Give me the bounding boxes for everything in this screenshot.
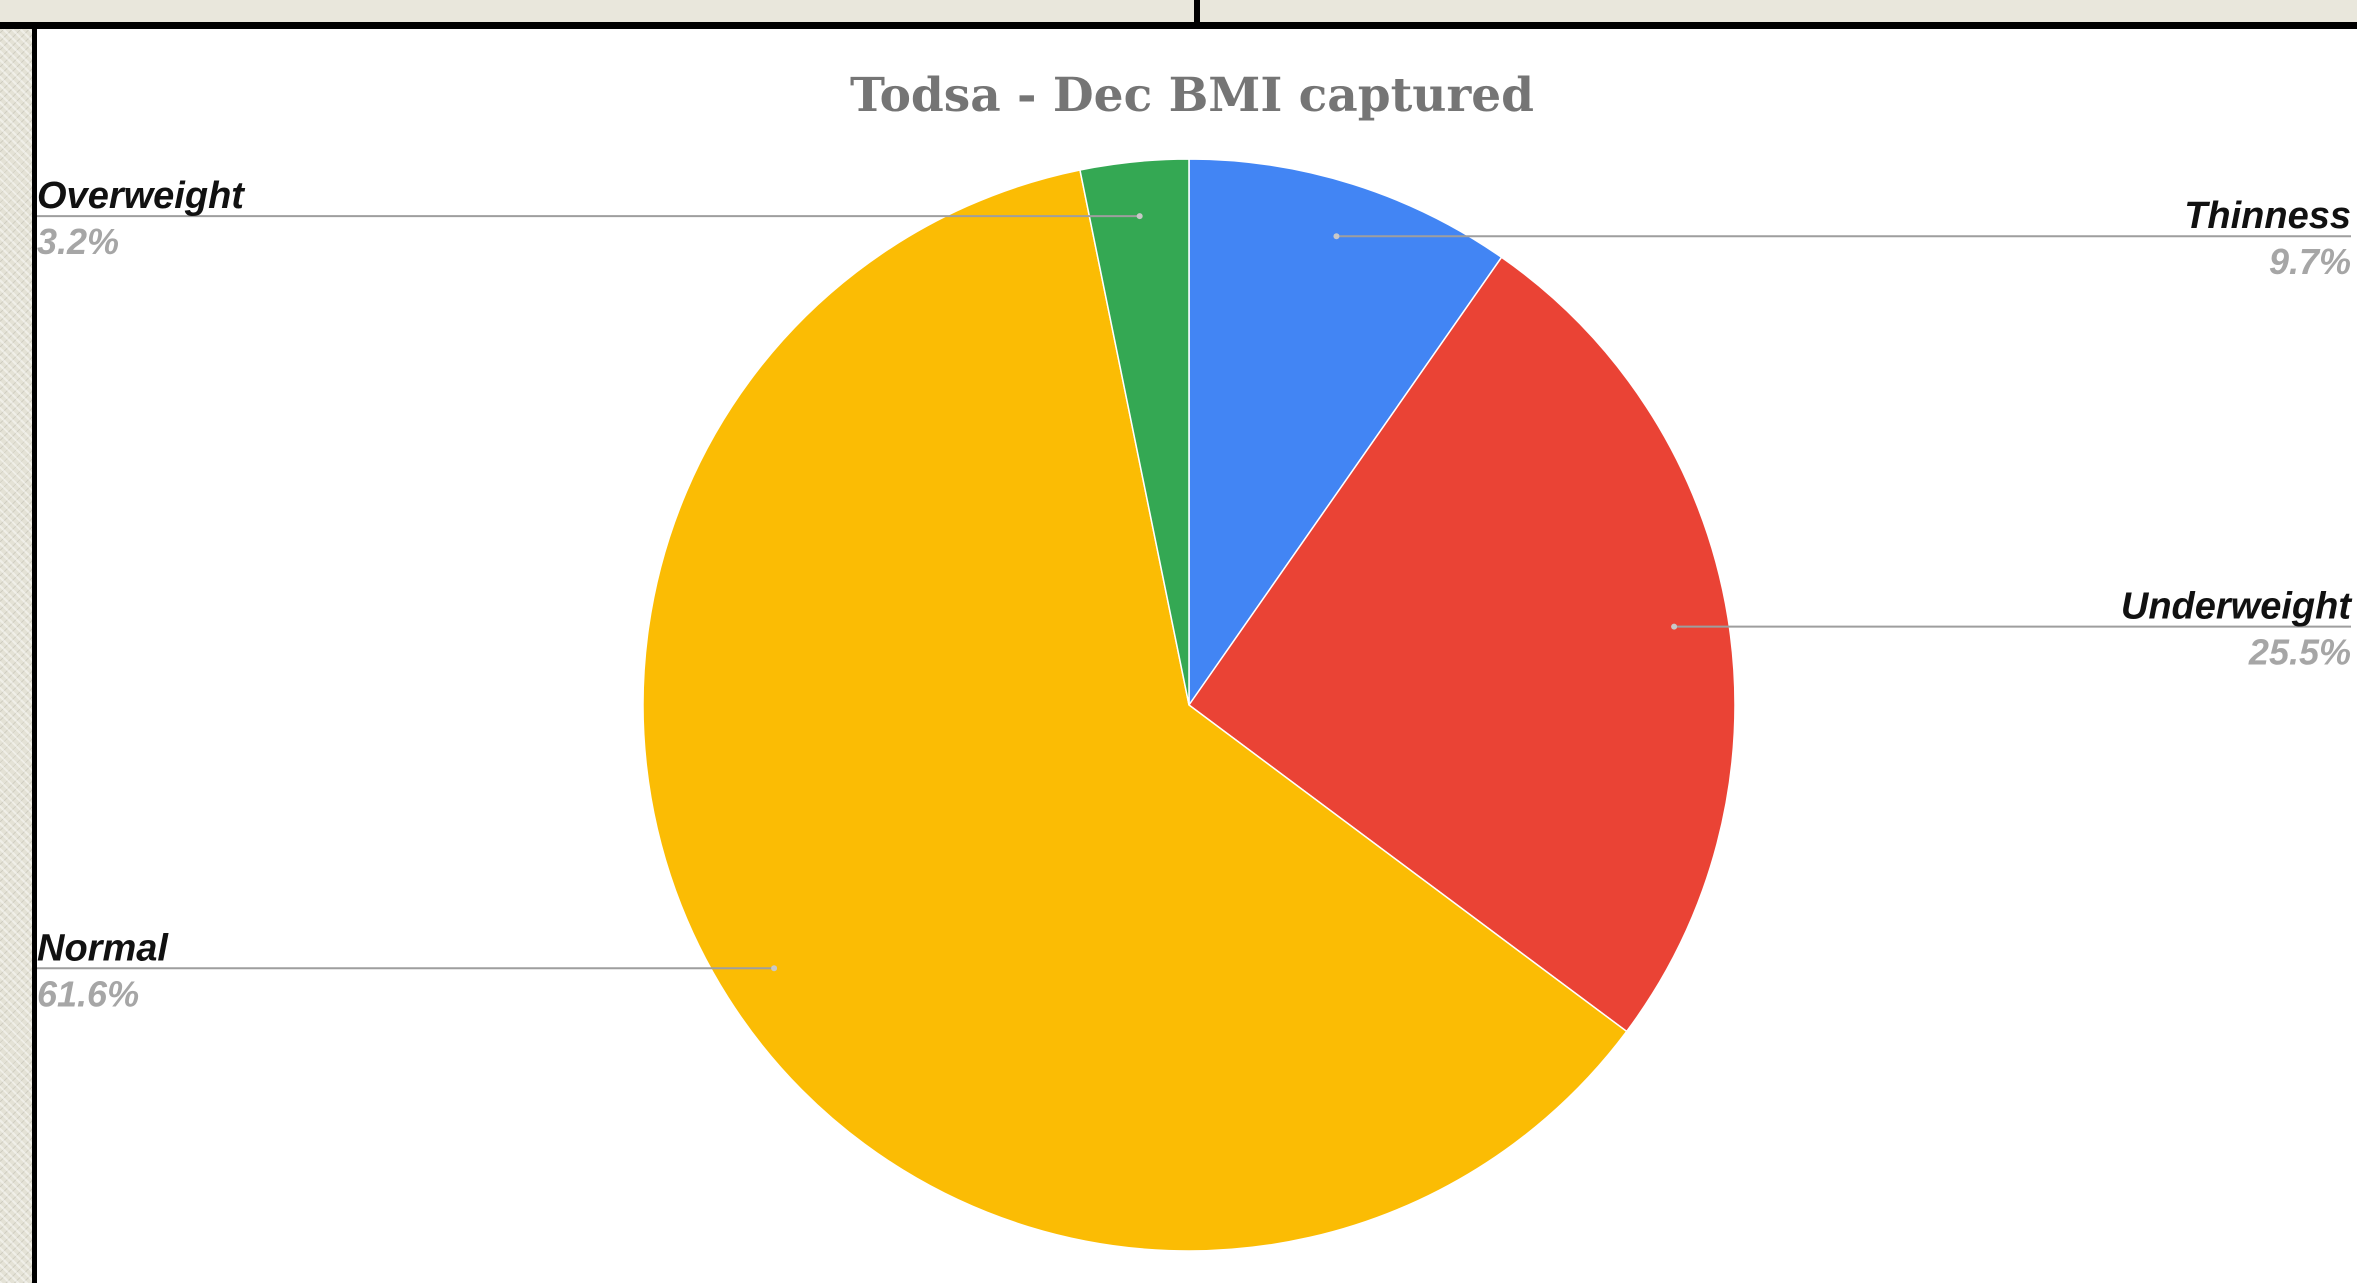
top-table-cell-left — [0, 0, 1200, 24]
pie-slice-normal — [642, 169, 1628, 1252]
top-border-rule — [0, 22, 2357, 29]
pie-slice-underweight — [1187, 256, 1736, 1033]
leader-dot-normal — [771, 965, 778, 972]
chart-panel: Todsa - Dec BMI captured Thinness 9.7% Und… — [32, 29, 2357, 1283]
slice-percent-overweight: 3.2% — [37, 221, 119, 262]
slice-label-overweight: Overweight — [37, 175, 245, 217]
slice-label-underweight: Underweight — [2121, 586, 2352, 628]
slice-percent-thinness: 9.7% — [2269, 241, 2351, 282]
leader-dot-overweight — [1136, 213, 1143, 220]
slice-percent-normal: 61.6% — [37, 973, 139, 1014]
slice-label-thinness: Thinness — [2184, 195, 2351, 237]
top-table-cell-right — [1200, 0, 2357, 24]
chart-title: Todsa - Dec BMI captured — [850, 68, 1534, 123]
pie-slices — [642, 158, 1736, 1252]
slice-label-normal: Normal — [37, 927, 169, 969]
pie-slice-overweight — [1079, 158, 1190, 706]
slice-percent-underweight: 25.5% — [2248, 632, 2351, 673]
leader-dot-thinness — [1333, 233, 1340, 240]
pie-slice-thinness — [1188, 158, 1503, 708]
leader-dot-underweight — [1671, 623, 1678, 630]
